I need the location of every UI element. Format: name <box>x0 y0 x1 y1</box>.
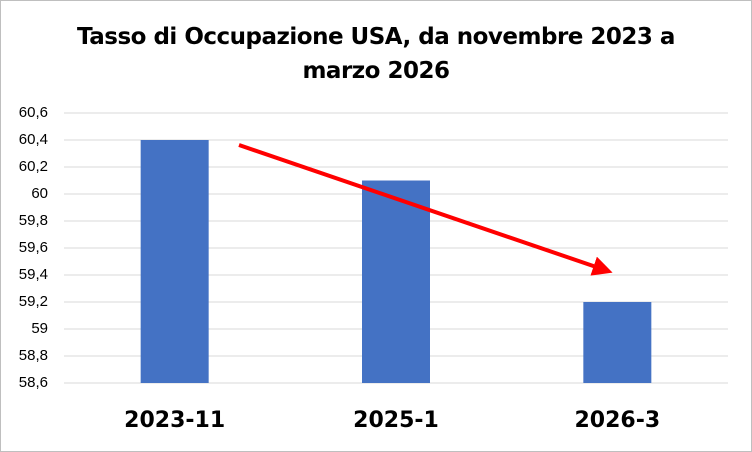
bar <box>362 180 430 383</box>
y-tick-label: 60,6 <box>19 104 48 121</box>
x-tick-label: 2026-3 <box>574 408 660 433</box>
chart-title: Tasso di Occupazione USA, da novembre 20… <box>77 24 675 84</box>
y-tick-label: 59,8 <box>19 212 48 229</box>
y-tick-label: 59,6 <box>19 239 48 256</box>
y-tick-label: 59 <box>31 320 48 337</box>
y-tick-label: 58,6 <box>19 374 48 391</box>
x-tick-label: 2025-1 <box>353 408 439 433</box>
y-tick-label: 60,2 <box>19 158 48 175</box>
bar <box>140 140 209 383</box>
y-tick-label: 58,8 <box>19 347 48 364</box>
y-tick-label: 59,2 <box>19 293 48 310</box>
plot-area: 58,6 58,8 59 59,2 59,4 59,6 59,8 60 60,2 60,4 60,6… <box>19 104 728 433</box>
y-tick-label: 60 <box>31 185 48 202</box>
x-tick-label: 2023-11 <box>124 408 225 433</box>
y-tick-label: 60,4 <box>19 131 48 148</box>
bar <box>583 302 652 383</box>
trend-arrow <box>238 143 613 276</box>
y-tick-label: 59,4 <box>19 266 48 283</box>
